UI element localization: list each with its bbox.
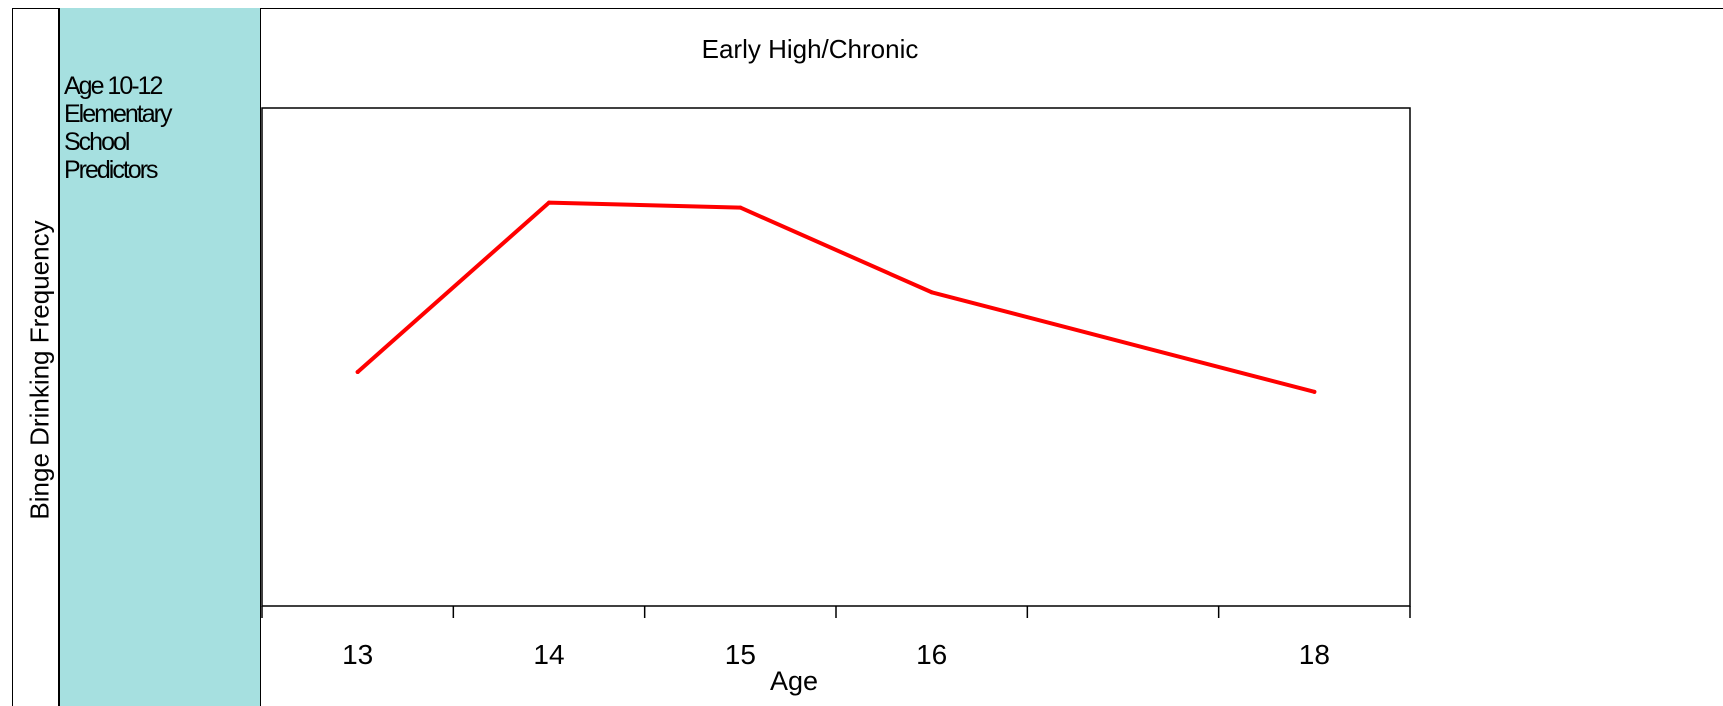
predictor-band-label: Age 10-12 Elementary School Predictors (64, 72, 172, 184)
x-axis-ticks (261, 606, 1411, 618)
data-point (929, 290, 934, 295)
x-tick-label: 13 (342, 639, 373, 670)
data-point (547, 200, 551, 205)
x-tick-label: 16 (916, 639, 947, 670)
plot-area (261, 107, 1411, 607)
data-point (355, 369, 360, 374)
series-line (355, 200, 1317, 394)
x-tick-label: 18 (1299, 639, 1330, 670)
series-group (355, 200, 1317, 394)
data-point (738, 205, 743, 210)
x-tick-label: 14 (533, 639, 564, 670)
x-tick-label: 15 (725, 639, 756, 670)
predictor-band (58, 8, 261, 706)
x-axis-tick-labels: 13 14 15 16 18 (342, 639, 1330, 670)
x-axis-label: Age (769, 666, 819, 696)
chart-title: Early High/Chronic (701, 34, 919, 64)
data-point (1312, 389, 1317, 394)
chart-frame (12, 8, 1723, 706)
